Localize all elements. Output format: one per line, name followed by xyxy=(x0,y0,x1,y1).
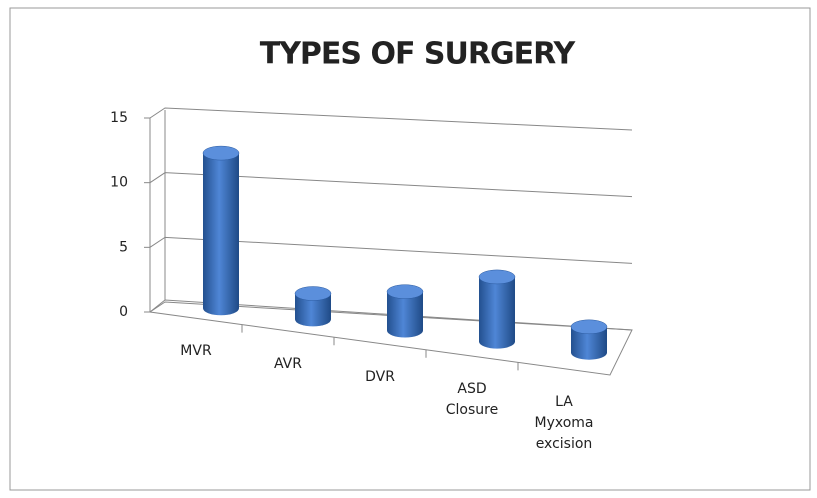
grid-line xyxy=(149,107,633,131)
bar xyxy=(295,293,331,327)
bar-top xyxy=(386,284,424,299)
bar-top xyxy=(570,319,608,335)
bar xyxy=(571,326,607,360)
grid-line xyxy=(149,301,633,331)
bar-top xyxy=(478,269,516,285)
grid-line xyxy=(149,172,633,198)
y-tick-label: 0 xyxy=(119,304,128,320)
bar xyxy=(387,291,423,338)
grid-line xyxy=(149,236,633,264)
y-tick-label: 15 xyxy=(110,110,128,126)
x-tick-label: LA Myxoma excision xyxy=(534,393,594,452)
chart-title: TYPES OF SURGERY xyxy=(260,37,577,72)
bar-top xyxy=(294,286,332,301)
bar-top xyxy=(202,145,240,161)
y-tick-label: 10 xyxy=(110,175,128,191)
y-tick-label: 5 xyxy=(119,239,128,255)
bar xyxy=(479,276,515,349)
frame xyxy=(9,7,811,491)
x-tick-label: ASD Closure xyxy=(445,381,499,419)
x-tick-label: MVR xyxy=(180,343,212,360)
x-tick-label: DVR xyxy=(365,368,395,385)
x-tick-label: AVR xyxy=(274,355,302,372)
bar xyxy=(203,153,239,316)
